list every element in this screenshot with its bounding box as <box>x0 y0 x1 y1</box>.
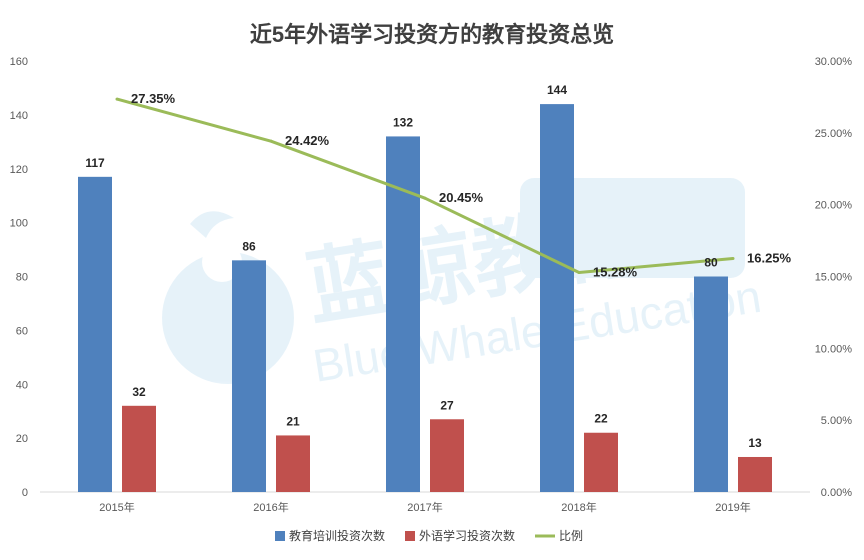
bar-data-label: 117 <box>85 156 105 170</box>
legend: 教育培训投资次数 外语学习投资次数 比例 <box>275 528 583 543</box>
y-left-tick-label: 100 <box>10 218 28 230</box>
y-left-tick-label: 0 <box>22 487 28 499</box>
line-series <box>115 97 735 274</box>
bar-training-investment <box>540 104 574 492</box>
ratio-point <box>423 196 427 200</box>
bar-training-investment <box>694 276 728 492</box>
bar-data-label: 80 <box>704 256 718 270</box>
bar-data-label: 27 <box>440 398 454 412</box>
ratio-data-label: 20.45% <box>439 190 484 205</box>
y-left-tick-label: 120 <box>10 164 28 176</box>
legend-label: 比例 <box>559 529 583 543</box>
bar-language-investment <box>738 456 772 492</box>
bar-language-investment <box>430 419 464 492</box>
bar-data-label: 22 <box>594 412 608 426</box>
y-left-tick-label: 160 <box>10 56 28 68</box>
ratio-point <box>577 270 581 274</box>
y-left-tick-label: 80 <box>16 272 28 284</box>
bar-training-investment <box>78 176 112 493</box>
ratio-data-label: 16.25% <box>747 251 792 266</box>
bars <box>78 104 772 493</box>
bar-data-label: 13 <box>748 436 762 450</box>
legend-label: 外语学习投资次数 <box>419 528 515 543</box>
y-right-tick-label: 10.00% <box>815 343 853 355</box>
bar-training-investment <box>232 260 266 492</box>
x-tick-label: 2018年 <box>561 500 596 514</box>
bar-language-investment <box>276 435 310 492</box>
y-left-tick-label: 20 <box>16 433 28 445</box>
chart-title: 近5年外语学习投资方的教育投资总览 <box>250 22 614 47</box>
bar-data-label: 86 <box>242 239 256 253</box>
bar-data-label: 144 <box>547 83 567 97</box>
y-left-tick-label: 140 <box>10 110 28 122</box>
legend-label: 教育培训投资次数 <box>289 528 385 543</box>
bar-data-label: 32 <box>132 385 146 399</box>
y-right-tick-label: 0.00% <box>821 487 852 499</box>
bar-data-label: 21 <box>286 414 300 428</box>
y-right-tick-label: 5.00% <box>821 415 852 427</box>
ratio-point <box>115 97 119 101</box>
x-tick-label: 2015年 <box>99 500 134 514</box>
y-right-tick-label: 20.00% <box>815 200 853 212</box>
y-left-tick-label: 60 <box>16 325 28 337</box>
ratio-point <box>269 139 273 143</box>
bar-language-investment <box>584 432 618 492</box>
bar-data-label: 132 <box>393 115 413 129</box>
ratio-data-label: 24.42% <box>285 133 330 148</box>
y-left-tick-label: 40 <box>16 379 28 391</box>
data-labels: 117 86 132 144 80 32 21 27 22 13 27.35% 24.42% 20.45… <box>85 83 791 450</box>
y-right-tick-label: 30.00% <box>815 56 853 68</box>
x-tick-label: 2016年 <box>253 500 288 514</box>
x-tick-label: 2017年 <box>407 500 442 514</box>
legend-swatch <box>275 531 285 541</box>
y-right-tick-label: 25.00% <box>815 128 853 140</box>
x-axis: 2015年 2016年 2017年 2018年 2019年 <box>99 500 750 514</box>
ratio-point <box>731 257 735 261</box>
legend-swatch <box>405 531 415 541</box>
ratio-data-label: 15.28% <box>593 264 638 279</box>
bar-language-investment <box>122 405 156 492</box>
left-axis: 0 20 40 60 80 100 120 140 160 <box>10 56 28 499</box>
ratio-data-label: 27.35% <box>131 91 176 106</box>
x-tick-label: 2019年 <box>715 500 750 514</box>
y-right-tick-label: 15.00% <box>815 272 853 284</box>
right-axis: 0.00% 5.00% 10.00% 15.00% 20.00% 25.00% 30.00% <box>815 56 853 499</box>
